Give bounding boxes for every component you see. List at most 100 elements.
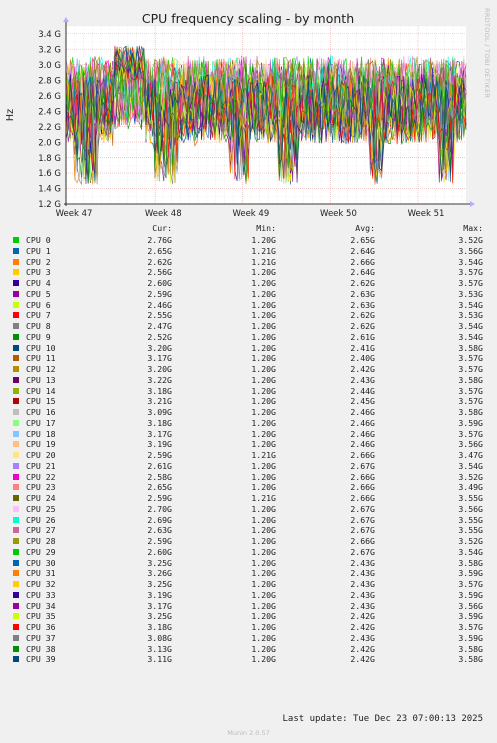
legend-max: 3.49G [458,482,483,493]
legend-cur: 2.63G [147,525,172,536]
cpu-frequency-chart: CPU frequency scaling - by month Hz 1.2 … [5,11,475,219]
y-tick-label: 2.0 G [38,138,61,148]
legend-series-name: CPU 1 [26,245,51,256]
legend-row: CPU 17 3.18G 1.20G 2.46G 3.59G [0,418,497,429]
legend-min: 1.20G [251,267,276,278]
legend-min: 1.20G [251,579,276,589]
legend-swatch [13,548,19,555]
legend-series-name: CPU 32 [26,579,56,589]
legend-series-name: CPU 10 [26,342,56,353]
legend-max: 3.54G [458,546,483,557]
y-tick-label: 1.2 G [38,200,61,210]
legend-min: 1.20G [251,503,276,514]
legend-cur: 2.47G [147,321,172,331]
legend-swatch [13,290,19,297]
legend-row: CPU 38 3.13G 1.20G 2.42G 3.58G [0,644,497,655]
legend-row: CPU 29 2.60G 1.20G 2.67G 3.54G [0,547,497,558]
legend-min: 1.20G [251,342,276,353]
munin-version: Munin 2.0.57 [227,729,270,737]
legend-max: 3.57G [458,622,483,632]
legend-avg: 2.46G [350,417,375,428]
legend-series-name: CPU 14 [26,385,56,396]
legend-min: 1.20G [251,428,276,439]
legend-max: 3.52G [458,471,483,482]
legend-max: 3.52G [458,235,483,245]
legend-max: 3.59G [458,589,483,600]
legend-series-name: CPU 33 [26,589,56,600]
legend-cur: 3.25G [147,557,172,568]
legend-avg: 2.66G [350,482,375,493]
legend-series-name: CPU 38 [26,643,56,654]
legend-series-name: CPU 20 [26,450,56,460]
legend-min: 1.20G [251,310,276,321]
legend-series-name: CPU 37 [26,632,56,643]
rrdtool-credit: RRDTOOL / TOBI OETIKER [483,8,491,99]
legend-series-name: CPU 29 [26,546,56,557]
legend-cur: 2.59G [147,536,172,546]
legend-min: 1.20G [251,482,276,493]
legend-series-name: CPU 5 [26,288,51,299]
legend-min: 1.20G [251,622,276,632]
legend-series-name: CPU 3 [26,267,51,278]
legend-series-name: CPU 9 [26,331,51,342]
legend-cur: 2.61G [147,460,172,471]
legend-max: 3.58G [458,407,483,417]
legend-min: 1.20G [251,611,276,622]
legend-swatch [13,495,19,501]
legend-min: 1.20G [251,546,276,557]
legend-cur: 2.60G [147,546,172,557]
legend-series-name: CPU 16 [26,407,56,417]
header-min: Min: [256,223,276,233]
legend-cur: 3.09G [147,407,172,417]
legend-series-name: CPU 39 [26,654,56,665]
legend-cur: 3.13G [147,643,172,654]
legend-swatch [13,419,19,426]
x-tick-label: Week 47 [56,209,93,219]
legend-series-name: CPU 19 [26,439,56,450]
legend-max: 3.55G [458,525,483,536]
legend-avg: 2.43G [350,557,375,568]
legend-avg: 2.67G [350,460,375,471]
legend-swatch [13,398,19,405]
legend-avg: 2.43G [350,600,375,611]
legend-series-name: CPU 13 [26,374,56,385]
legend-series-name: CPU 24 [26,493,56,503]
legend-series-name: CPU 11 [26,353,56,364]
legend-avg: 2.66G [350,493,375,503]
legend-swatch [13,312,19,319]
legend-min: 1.20G [251,321,276,331]
legend-row: CPU 18 3.17G 1.20G 2.46G 3.57G [0,429,497,440]
legend-series-name: CPU 28 [26,536,56,546]
legend-max: 3.47G [458,450,483,460]
legend-min: 1.20G [251,374,276,385]
legend-row: CPU 20 2.59G 1.21G 2.66G 3.47G [0,450,497,461]
legend-series-name: CPU 23 [26,482,56,493]
legend-avg: 2.61G [350,331,375,342]
legend-avg: 2.40G [350,353,375,364]
legend-header: Cur: Min: Avg: Max: [0,223,497,233]
legend-swatch [13,387,19,394]
legend-max: 3.53G [458,310,483,321]
legend-swatch [13,323,19,329]
legend-cur: 3.17G [147,353,172,364]
legend-min: 1.20G [251,396,276,407]
legend-row: CPU 12 3.20G 1.20G 2.42G 3.57G [0,364,497,375]
legend-cur: 3.17G [147,600,172,611]
legend-cur: 3.26G [147,568,172,579]
legend-swatch [13,409,19,415]
series-line [65,45,467,184]
y-axis-label: Hz [5,109,16,121]
legend-avg: 2.67G [350,503,375,514]
legend-avg: 2.46G [350,439,375,450]
legend-cur: 3.08G [147,632,172,643]
legend-min: 1.20G [251,536,276,546]
legend-avg: 2.43G [350,579,375,589]
legend-row: CPU 33 3.19G 1.20G 2.43G 3.59G [0,590,497,601]
legend-avg: 2.46G [350,428,375,439]
legend-max: 3.58G [458,643,483,654]
legend-swatch [13,344,19,351]
legend-cur: 3.25G [147,611,172,622]
legend-swatch [13,473,19,480]
legend-cur: 3.18G [147,417,172,428]
legend-cur: 2.65G [147,245,172,256]
